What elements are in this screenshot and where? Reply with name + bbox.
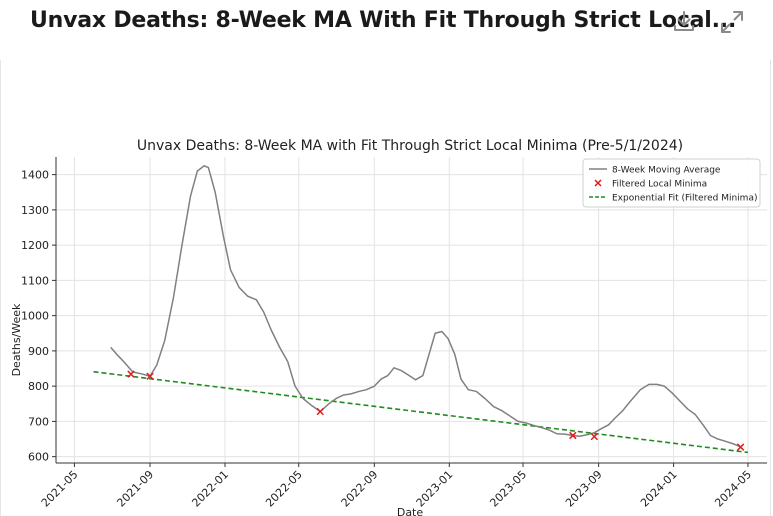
legend-label: Filtered Local Minima	[612, 180, 707, 190]
y-tick-label: 600	[28, 451, 49, 464]
y-tick-label: 900	[28, 345, 49, 358]
grid	[56, 157, 767, 463]
local-minimum-marker	[127, 370, 135, 378]
fit-line-layer	[93, 370, 749, 454]
chart: Unvax Deaths: 8-Week MA with Fit Through…	[10, 138, 767, 516]
header: Unvax Deaths: 8-Week MA With Fit Through…	[0, 0, 773, 50]
download-icon[interactable]	[670, 8, 698, 36]
legend-marker-swatch	[594, 179, 602, 187]
x-tick-label: 2022-05	[263, 468, 305, 510]
x-tick-label: 2022-09	[339, 468, 381, 510]
legend-label: 8-Week Moving Average	[612, 166, 721, 176]
marker-stroke	[590, 432, 599, 441]
marker-stroke	[736, 443, 745, 451]
marker-stroke	[569, 431, 577, 440]
y-tick-label: 1400	[21, 169, 49, 182]
x-axis-label: Date	[397, 506, 424, 516]
y-tick-label: 1000	[21, 310, 49, 323]
local-minimum-marker	[316, 407, 324, 416]
expand-icon-graphic	[721, 11, 743, 33]
x-tick-label: 2021-05	[39, 468, 81, 510]
y-tick-label: 700	[28, 415, 49, 428]
y-tick-label: 1300	[21, 204, 49, 217]
exponential-fit-line	[93, 370, 749, 454]
local-minimum-marker	[736, 443, 745, 451]
local-minimum-marker	[590, 432, 599, 441]
x-tick-label: 2023-01	[414, 468, 456, 510]
y-axis-label: Deaths/Week	[10, 303, 23, 376]
local-minimum-marker	[569, 431, 577, 440]
marker-stroke	[127, 370, 135, 378]
chart-title-heading: Unvax Deaths: 8-Week MA With Fit Through…	[30, 8, 737, 33]
x-tick-label: 2022-01	[189, 468, 231, 510]
local-minimum-marker	[146, 372, 154, 381]
frame-left-border	[0, 60, 1, 516]
x-tick-label: 2023-05	[487, 468, 529, 510]
x-tick-label: 2023-09	[563, 468, 605, 510]
marker-stroke	[316, 407, 324, 416]
legend-box	[582, 158, 761, 208]
y-tick-label: 1100	[21, 274, 49, 287]
expand-icon[interactable]	[718, 8, 746, 36]
marker-stroke	[146, 372, 154, 381]
y-tick-label: 800	[28, 380, 49, 393]
legend-label: Exponential Fit (Filtered Minima)	[612, 194, 757, 204]
minima-layer	[127, 370, 745, 451]
moving-average-layer	[110, 165, 741, 448]
x-tick-label: 2024-05	[712, 468, 754, 510]
x-tick-label: 2021-09	[114, 468, 156, 510]
x-tick-label: 2024-01	[638, 468, 680, 510]
y-tick-label: 1200	[21, 239, 49, 252]
legend: 8-Week Moving Average Filtered Local Mini…	[582, 158, 761, 208]
download-icon-graphic	[674, 11, 694, 31]
moving-average-line	[110, 165, 741, 448]
chart-title: Unvax Deaths: 8-Week MA with Fit Through…	[137, 138, 683, 154]
frame-right-border	[770, 60, 771, 516]
